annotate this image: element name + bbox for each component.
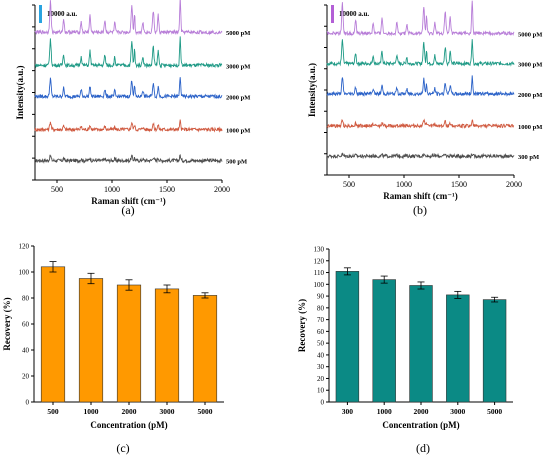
x-tick-label: 1000	[396, 180, 412, 189]
series-label: 2000 pM	[226, 94, 250, 101]
x-tick-label: 1000	[104, 185, 120, 194]
y-tick-label: 0	[321, 399, 325, 407]
bar	[409, 285, 433, 403]
series-label: 5000 pM	[226, 30, 250, 37]
x-tick-label: 2000	[122, 407, 137, 416]
spectrum-line	[326, 39, 515, 67]
x-axis-title: Raman shift (cm⁻¹)	[91, 196, 165, 206]
bar	[446, 294, 470, 403]
series-label: 5000 pM	[518, 31, 542, 38]
spectrum-line	[34, 0, 223, 36]
bar	[335, 271, 360, 403]
x-axis-title: Concentration (pM)	[382, 420, 459, 430]
bar	[482, 299, 507, 403]
y-axis-title: Recovery (%)	[2, 297, 12, 350]
spectrum-line	[326, 118, 515, 130]
x-tick-label: 1000	[84, 407, 99, 416]
y-axis-title: Intensity(a.u.)	[15, 65, 25, 119]
series-label: 3000 pM	[518, 62, 542, 69]
series-label: 2000 pM	[518, 92, 542, 99]
y-tick-label: 10	[317, 387, 325, 395]
x-axis-title: Concentration (pM)	[90, 420, 167, 430]
x-tick-label: 2000	[214, 185, 230, 194]
y-axis-title: Intensity(a.u.)	[307, 63, 317, 117]
y-tick-label: 120	[314, 257, 325, 265]
y-tick-label: 60	[22, 321, 30, 329]
y-tick-label: 100	[314, 281, 325, 289]
x-tick-label: 500	[343, 180, 355, 189]
scale-bar-label: 10000 a.u.	[47, 10, 77, 18]
x-tick-label: 3000	[160, 407, 175, 416]
x-axis-title: Raman shift (cm⁻¹)	[383, 191, 457, 201]
series-label: 500 pM	[226, 159, 247, 166]
y-tick-label: 90	[317, 293, 325, 301]
series-label: 3000 pM	[226, 63, 250, 70]
x-tick-label: 1500	[159, 185, 175, 194]
x-tick-label: 300	[342, 407, 354, 416]
y-tick-label: 30	[317, 363, 325, 371]
y-tick-label: 40	[317, 351, 325, 359]
scale-bar	[331, 5, 334, 23]
bar	[154, 288, 180, 403]
y-tick-label: 70	[317, 316, 325, 324]
scale-bar	[39, 5, 42, 23]
y-tick-label: 0	[26, 399, 30, 407]
y-tick-label: 120	[19, 243, 30, 251]
panel-label: (c)	[116, 441, 129, 455]
bar-panel-d: 0 10 20 30 40 50 60 70 80 90 100 110 120 130 300 1000 20…	[297, 246, 513, 455]
scale-bar-label: 10000 a.u.	[339, 10, 369, 18]
spectrum-line	[34, 119, 223, 133]
panel-label: (d)	[416, 441, 430, 455]
x-tick-label: 500	[51, 185, 63, 194]
series-label: 300 pM	[518, 154, 539, 161]
y-tick-label: 130	[314, 246, 325, 254]
y-tick-label: 80	[317, 304, 325, 312]
x-tick-label: 1500	[451, 180, 467, 189]
series-label: 1000 pM	[226, 127, 250, 134]
x-tick-label: 3000	[450, 407, 465, 416]
bar	[78, 278, 104, 403]
y-tick-label: 100	[19, 269, 30, 277]
bar-panel-c: 0 20 40 60 80 100 120 500 1000 2000 3000 5000 Concen…	[2, 243, 224, 455]
y-tick-label: 40	[22, 347, 30, 355]
x-tick-label: 2000	[414, 407, 429, 416]
y-tick-label: 80	[22, 295, 30, 303]
spectra-panel-a: 500 1000 1500 2000 Raman shift (cm⁻¹) Intensi…	[15, 0, 250, 217]
spectrum-line	[34, 154, 223, 165]
y-tick-label: 20	[317, 375, 325, 383]
x-tick-label: 500	[47, 407, 59, 416]
y-tick-label: 50	[317, 340, 325, 348]
bar	[40, 266, 66, 403]
spectrum-line	[326, 152, 515, 160]
bar	[372, 279, 396, 403]
bar	[192, 295, 218, 403]
panel-label: (a)	[121, 203, 134, 217]
y-tick-label: 20	[22, 373, 30, 381]
y-tick-label: 60	[317, 328, 325, 336]
y-tick-label: 110	[314, 269, 325, 277]
x-tick-label: 5000	[487, 407, 502, 416]
y-axis-title: Recovery (%)	[297, 299, 307, 352]
bar	[116, 284, 142, 403]
spectrum-line	[326, 75, 515, 97]
spectrum-line	[34, 77, 223, 100]
spectra-panel-b: 500 1000 1500 2000 Raman shift (cm⁻¹) Intensi…	[307, 0, 542, 217]
x-tick-label: 2000	[506, 180, 522, 189]
spectrum-line	[34, 36, 223, 69]
spectrum-line	[326, 0, 515, 37]
x-tick-label: 5000	[198, 407, 213, 416]
x-tick-label: 1000	[377, 407, 392, 416]
series-label: 1000 pM	[518, 124, 542, 131]
panel-label: (b)	[413, 203, 427, 217]
